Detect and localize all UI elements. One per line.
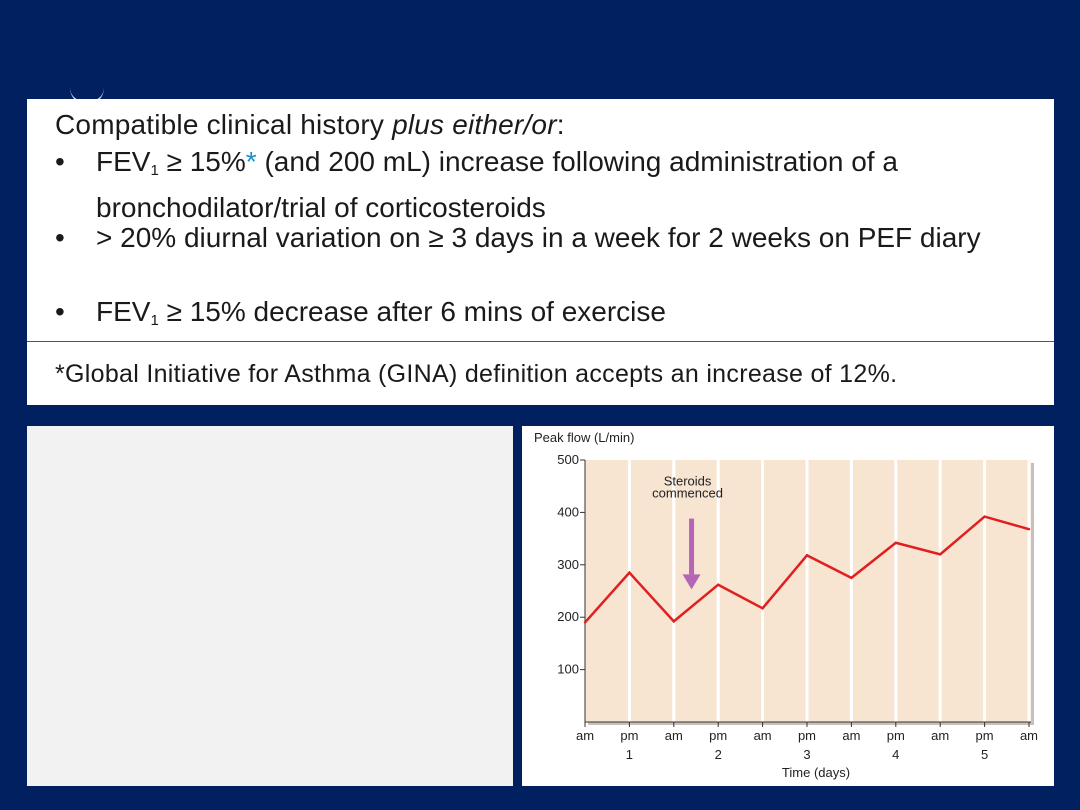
criterion-1-text-b: (and 200 mL) increase following administ… (96, 146, 898, 223)
x-tick-label: pm (798, 728, 816, 743)
criterion-2-text: > 20% diurnal variation on ≥ 3 days in a… (96, 222, 981, 253)
annotation-label-line1: Steroids (664, 474, 712, 489)
y-tick-label: 100 (557, 662, 579, 677)
y-axis-title: Peak flow (L/min) (534, 430, 634, 445)
day-label: 5 (981, 747, 988, 762)
peak-flow-data-point (628, 571, 631, 574)
criteria-intro: Compatible clinical history plus either/… (55, 109, 565, 141)
x-tick-label: am (576, 728, 594, 743)
day-label: 2 (715, 747, 722, 762)
y-tick-label: 300 (557, 557, 579, 572)
diagnostic-criteria-box: Compatible clinical history plus either/… (27, 99, 1054, 405)
y-tick-label: 500 (557, 452, 579, 467)
intro-text: Compatible clinical history (55, 109, 393, 140)
x-tick-label: am (931, 728, 949, 743)
bullet-dot: • (55, 146, 65, 177)
x-tick-label: am (842, 728, 860, 743)
peak-flow-data-point (761, 607, 764, 610)
criterion-3-text: ≥ 15% decrease after 6 mins of exercise (158, 296, 666, 327)
peak-flow-data-point (850, 576, 853, 580)
footnote-star: * (245, 146, 257, 177)
fev-subscript: 1 (150, 312, 159, 329)
annotation-arrow-shaft (689, 518, 695, 575)
day-label: 1 (626, 747, 633, 762)
footnote-divider (27, 341, 1054, 342)
annotation-arrow-head (682, 574, 701, 590)
annotation-label-line2: commenced (652, 486, 723, 501)
x-axis-title: Time (days) (782, 765, 850, 780)
blank-image-panel (27, 426, 513, 786)
day-label: 3 (803, 747, 810, 762)
bullet-dot: • (55, 296, 65, 327)
criterion-1-text-a: ≥ 15% (158, 146, 246, 177)
peak-flow-data-point (716, 583, 720, 586)
fev-subscript: 1 (150, 162, 159, 179)
intro-emphasis: plus either/or (392, 109, 557, 140)
peak-flow-data-point (1027, 527, 1031, 531)
x-tick-label: pm (887, 728, 905, 743)
peak-flow-data-point (938, 553, 942, 556)
x-tick-label: pm (620, 728, 638, 743)
x-tick-label: am (754, 728, 772, 743)
peak-flow-data-point (894, 541, 897, 544)
peak-flow-chart-panel: 100 200 300 400 500 am pm am pm am pm am pm am pm am 1 2 3… (522, 426, 1054, 786)
fev-label: FEV (96, 296, 151, 327)
peak-flow-chart: 100 200 300 400 500 am pm am pm am pm am pm am pm am 1 2 3… (534, 430, 1038, 780)
gina-footnote: *Global Initiative for Asthma (GINA) def… (55, 360, 898, 388)
x-tick-label: pm (709, 728, 727, 743)
x-tick-label: pm (976, 728, 994, 743)
y-tick-label: 400 (557, 504, 579, 519)
peak-flow-data-point (983, 515, 986, 518)
y-tick-label: 200 (557, 609, 579, 624)
x-tick-label: am (665, 728, 683, 743)
fev-label: FEV (96, 146, 151, 177)
criteria-main-section: Compatible clinical history plus either/… (27, 99, 1054, 341)
peak-flow-data-point (672, 620, 675, 623)
intro-colon: : (556, 109, 565, 140)
peak-flow-data-point (583, 621, 587, 624)
x-tick-label: am (1020, 728, 1038, 743)
bullet-dot: • (55, 222, 65, 253)
day-label: 4 (892, 747, 899, 762)
peak-flow-data-point (805, 554, 809, 557)
